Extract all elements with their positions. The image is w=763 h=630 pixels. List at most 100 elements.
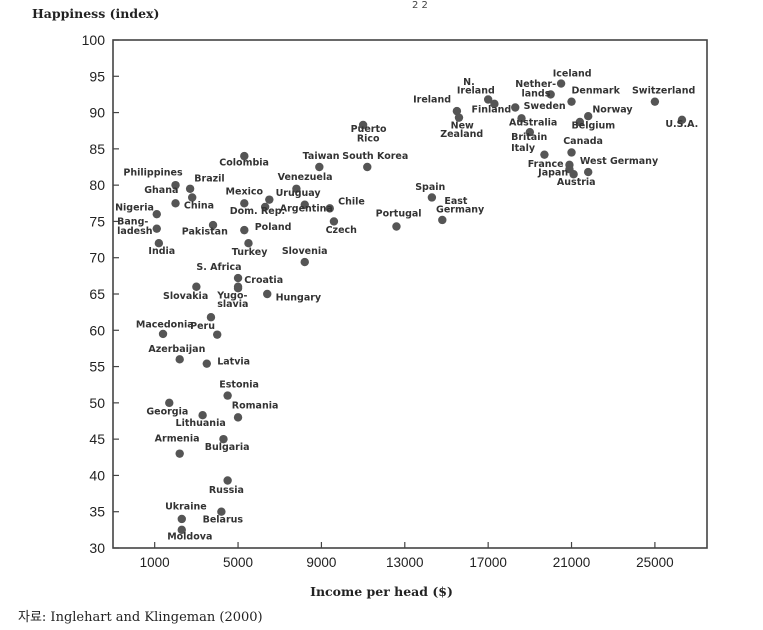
point-label-finland: Finland — [471, 105, 511, 116]
data-point — [234, 274, 242, 282]
point-label-puertorico2: Rico — [357, 134, 380, 145]
data-point — [567, 148, 575, 156]
point-label-india: India — [148, 246, 175, 257]
point-label-canada: Canada — [563, 136, 603, 147]
y-tick-label: 40 — [89, 467, 105, 483]
data-point — [175, 355, 183, 363]
y-tick-label: 65 — [89, 286, 105, 302]
point-label-switzerland: Switzerland — [632, 86, 695, 97]
data-point — [234, 413, 242, 421]
point-label-brazil: Brazil — [194, 174, 224, 185]
point-label-azerbaijan: Azerbaijan — [148, 344, 205, 355]
x-tick-label: 5000 — [223, 555, 253, 570]
point-label-uruguay: Uruguay — [276, 188, 322, 199]
point-label-latvia: Latvia — [217, 356, 250, 367]
data-point — [540, 150, 548, 158]
point-label-georgia: Georgia — [146, 406, 188, 417]
point-label-norway: Norway — [592, 105, 633, 116]
x-tick-label: 9000 — [306, 555, 336, 570]
point-label-colombia: Colombia — [219, 158, 269, 169]
point-label-turkey: Turkey — [232, 247, 268, 258]
data-point — [315, 163, 323, 171]
x-axis-title: Income per head ($) — [0, 584, 763, 599]
point-label-russia: Russia — [209, 485, 244, 496]
data-point — [584, 112, 592, 120]
y-tick-label: 90 — [89, 105, 105, 121]
y-tick-label: 75 — [89, 213, 105, 229]
point-label-slovenia: Slovenia — [282, 246, 328, 257]
y-tick-label: 80 — [89, 177, 105, 193]
data-point — [263, 290, 271, 298]
data-point — [175, 449, 183, 457]
point-label-philippines: Philippines — [123, 168, 183, 179]
point-label-ukraine: Ukraine — [165, 502, 207, 513]
data-point — [192, 283, 200, 291]
point-label-bangladesh2: ladesh — [117, 226, 153, 237]
point-label-bulgaria: Bulgaria — [205, 442, 250, 453]
data-point — [557, 79, 565, 87]
x-tick-label: 13000 — [386, 555, 424, 570]
data-point — [651, 97, 659, 105]
point-label-slovakia: Slovakia — [163, 291, 208, 302]
data-point — [186, 185, 194, 193]
point-label-sweden: Sweden — [524, 101, 566, 112]
data-point — [567, 97, 575, 105]
y-tick-label: 60 — [89, 322, 105, 338]
point-label-ghana: Ghana — [144, 185, 178, 196]
point-label-eastgermany2: Germany — [436, 205, 485, 216]
point-label-armenia: Armenia — [155, 433, 200, 444]
y-tick-label: 55 — [89, 359, 105, 375]
point-label-argentina: Argentina — [280, 203, 333, 214]
point-label-usa: U.S.A. — [665, 119, 698, 130]
y-tick-label: 50 — [89, 395, 105, 411]
point-label-britain: Britain — [511, 132, 547, 143]
point-label-belarus: Belarus — [203, 515, 244, 526]
point-label-italy: Italy — [511, 143, 536, 154]
x-tick-label: 21000 — [553, 555, 591, 570]
source-note: 자료: Inglehart and Klingeman (2000) — [18, 606, 263, 625]
point-label-macedonia: Macedonia — [136, 319, 194, 330]
point-label-safrica: S. Africa — [196, 262, 241, 273]
y-tick-label: 30 — [89, 540, 105, 556]
point-label-poland: Poland — [255, 222, 292, 233]
point-label-iceland: Iceland — [553, 68, 592, 79]
point-label-croatia: Croatia — [244, 275, 283, 286]
point-label-czech: Czech — [326, 225, 358, 236]
point-label-nigeria: Nigeria — [115, 203, 154, 214]
data-point — [511, 103, 519, 111]
data-point — [178, 515, 186, 523]
data-point — [584, 168, 592, 176]
x-tick-label: 1000 — [140, 555, 170, 570]
x-tick-label: 25000 — [636, 555, 674, 570]
point-label-southkorea: South Korea — [342, 151, 408, 162]
data-point — [363, 163, 371, 171]
point-label-pakistan: Pakistan — [182, 226, 228, 237]
point-label-peru: Peru — [190, 321, 215, 332]
data-point — [159, 330, 167, 338]
point-label-westgermany: West Germany — [580, 156, 659, 167]
y-tick-label: 45 — [89, 431, 105, 447]
point-labels: IcelandNether-lands Denmark SwitzerlandN.I… — [115, 68, 698, 542]
point-label-domrep: Dom. Rep. — [230, 206, 285, 217]
y-tick-label: 95 — [89, 68, 105, 84]
data-point — [438, 216, 446, 224]
point-label-chile: Chile — [338, 197, 365, 208]
point-label-portugal: Portugal — [376, 208, 422, 219]
data-point — [171, 199, 179, 207]
data-point — [203, 359, 211, 367]
point-label-china: China — [184, 200, 214, 211]
data-point — [265, 195, 273, 203]
point-label-ireland: Ireland — [413, 94, 451, 105]
point-label-estonia: Estonia — [219, 380, 259, 391]
point-label-spain: Spain — [415, 182, 445, 193]
y-tick-label: 85 — [89, 141, 105, 157]
point-label-hungary: Hungary — [276, 293, 322, 304]
data-point — [392, 222, 400, 230]
point-label-belgium: Belgium — [572, 121, 616, 132]
point-label-denmark: Denmark — [572, 86, 621, 97]
point-label-venezuela: Venezuela — [278, 172, 333, 183]
point-label-yugoslavia2: slavia — [217, 299, 248, 310]
x-tick-label: 17000 — [469, 555, 507, 570]
y-tick-label: 70 — [89, 250, 105, 266]
